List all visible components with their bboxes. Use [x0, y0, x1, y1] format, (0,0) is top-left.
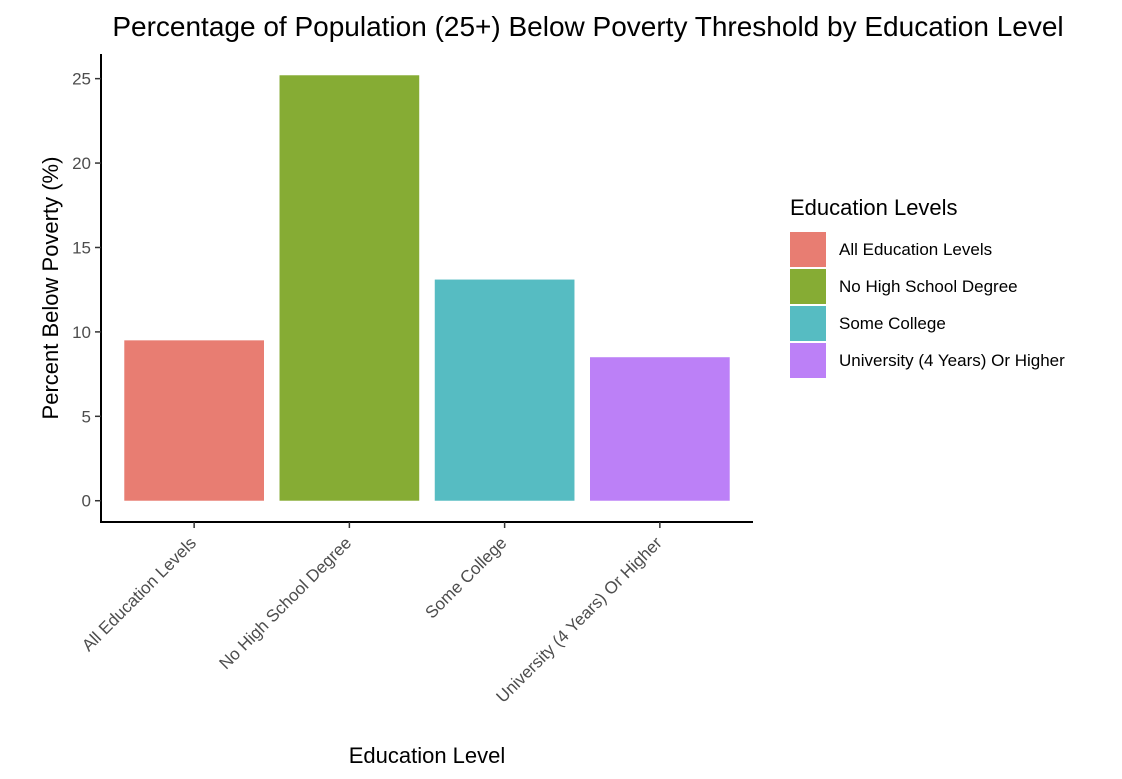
legend: Education Levels All Education Levels No …	[790, 195, 1065, 378]
y-ticks: 0 5 10 15 20 25	[72, 70, 101, 511]
x-tick-label: No High School Degree	[215, 533, 355, 673]
chart-title: Percentage of Population (25+) Below Pov…	[112, 11, 1063, 42]
legend-entries: All Education Levels No High School Degre…	[790, 232, 1065, 378]
bar	[434, 279, 575, 501]
legend-label: All Education Levels	[839, 240, 992, 259]
legend-swatch	[790, 269, 826, 304]
y-tick-label: 10	[72, 323, 91, 342]
legend-swatch	[790, 232, 826, 267]
x-tick-label: All Education Levels	[78, 533, 200, 655]
y-axis-label: Percent Below Poverty (%)	[38, 157, 63, 420]
y-tick-label: 20	[72, 154, 91, 173]
legend-swatch	[790, 306, 826, 341]
bars	[124, 75, 730, 501]
legend-swatch	[790, 343, 826, 378]
plot-area: 0 5 10 15 20 25 All Education Levels No High S…	[72, 54, 753, 707]
x-tick-label: University (4 Years) Or Higher	[493, 533, 666, 706]
x-ticks: All Education Levels No High School Degre…	[78, 522, 666, 707]
y-tick-label: 5	[82, 407, 91, 426]
legend-label: Some College	[839, 314, 946, 333]
bar	[124, 340, 264, 501]
x-tick-label: Some College	[422, 533, 511, 622]
y-tick-label: 0	[82, 492, 91, 511]
bar	[279, 75, 420, 501]
y-tick-label: 15	[72, 238, 91, 257]
y-tick-label: 25	[72, 70, 91, 89]
bar	[590, 357, 730, 501]
legend-label: No High School Degree	[839, 277, 1018, 296]
legend-label: University (4 Years) Or Higher	[839, 351, 1065, 370]
x-axis-label: Education Level	[349, 743, 506, 768]
legend-title: Education Levels	[790, 195, 958, 220]
